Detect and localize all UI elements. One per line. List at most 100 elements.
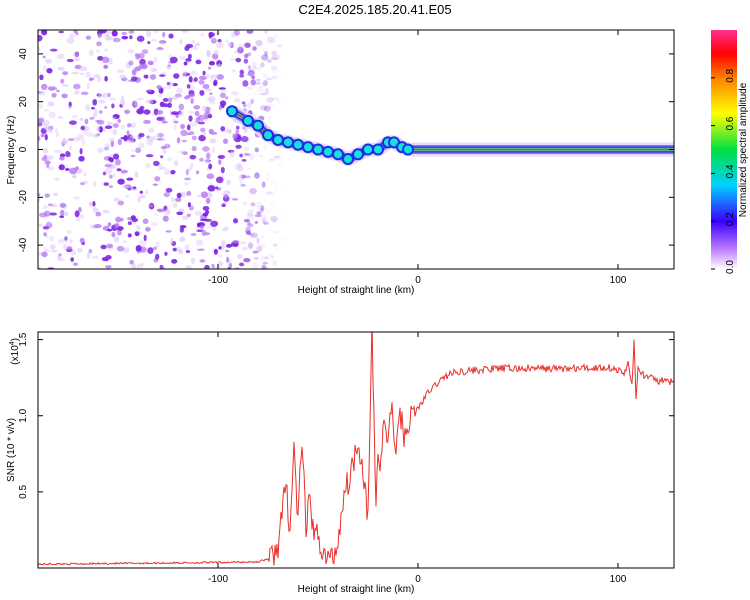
- noise-blob: [98, 110, 103, 114]
- noise-blob: [107, 30, 112, 34]
- noise-blob: [206, 49, 211, 57]
- noise-blob: [126, 123, 132, 128]
- noise-blob: [176, 87, 183, 94]
- noise-blob: [234, 50, 239, 54]
- noise-blob: [135, 147, 142, 154]
- noise-blob: [227, 42, 232, 47]
- noise-blob: [61, 84, 70, 87]
- noise-blob: [231, 69, 236, 73]
- noise-blob: [92, 112, 97, 119]
- noise-blob: [92, 133, 100, 138]
- noise-blob: [207, 114, 213, 119]
- noise-blob: [148, 62, 154, 65]
- noise-blob: [241, 159, 247, 162]
- noise-blob: [239, 153, 244, 158]
- noise-blob: [145, 226, 151, 232]
- noise-blob: [219, 92, 227, 99]
- x-tick-label: 0: [415, 275, 421, 286]
- noise-blob: [240, 135, 249, 143]
- noise-blob: [97, 32, 102, 39]
- noise-blob: [195, 116, 200, 124]
- noise-blob: [104, 143, 110, 150]
- noise-blob: [115, 159, 121, 166]
- noise-blob: [202, 131, 206, 137]
- noise-blob: [154, 176, 161, 182]
- noise-blob: [72, 137, 81, 142]
- signal-point: [362, 143, 374, 156]
- noise-blob: [243, 52, 249, 58]
- noise-blob: [97, 147, 104, 153]
- noise-blob: [121, 95, 125, 101]
- noise-blob: [70, 257, 75, 262]
- noise-blob: [126, 177, 134, 181]
- noise-blob: [267, 116, 272, 121]
- noise-blob: [184, 244, 190, 250]
- noise-blob: [116, 69, 125, 74]
- noise-blob: [196, 194, 201, 198]
- noise-blob: [266, 77, 273, 81]
- noise-blob: [134, 66, 142, 72]
- noise-blob: [156, 47, 164, 51]
- noise-blob: [80, 72, 85, 76]
- spectrogram-y-axis-label: Frequency (Hz): [6, 116, 17, 185]
- noise-blob: [208, 61, 215, 66]
- noise-blob: [143, 109, 151, 115]
- noise-blob: [137, 53, 145, 59]
- noise-blob: [222, 138, 229, 145]
- noise-blob: [208, 31, 213, 39]
- noise-blob: [51, 87, 58, 90]
- noise-blob: [243, 53, 249, 59]
- noise-blob: [39, 74, 44, 81]
- noise-blob: [76, 169, 82, 175]
- noise-blob: [268, 201, 276, 207]
- noise-blob: [221, 203, 226, 208]
- signal-point: [322, 145, 334, 158]
- snr-panel: -100 0 100 0.5 1.0 1.5 Height of straight lin…: [6, 331, 675, 595]
- noise-blob: [162, 215, 169, 222]
- noise-blob: [143, 74, 149, 79]
- noise-blob: [188, 131, 195, 136]
- noise-blob: [248, 242, 254, 249]
- noise-blob: [38, 117, 45, 124]
- noise-blob: [151, 222, 159, 226]
- x-tick-label: 100: [610, 574, 627, 585]
- noise-blob: [130, 122, 137, 129]
- noise-blob: [187, 167, 193, 172]
- noise-blob: [270, 57, 278, 61]
- noise-blob: [155, 241, 160, 245]
- noise-blob: [167, 97, 173, 103]
- noise-blob: [271, 75, 278, 80]
- noise-blob: [246, 86, 254, 90]
- signal-point: [252, 119, 264, 132]
- noise-blob: [61, 93, 68, 99]
- noise-blob: [89, 49, 94, 57]
- noise-blob: [57, 53, 65, 60]
- noise-blob: [277, 44, 284, 49]
- noise-blob: [180, 129, 188, 137]
- noise-blob: [201, 229, 207, 236]
- noise-blob: [134, 231, 140, 237]
- noise-blob: [208, 163, 213, 170]
- noise-blob: [55, 131, 59, 138]
- noise-blob: [209, 92, 213, 95]
- spectrogram-image: [38, 30, 674, 269]
- noise-blob: [191, 145, 197, 152]
- noise-blob: [122, 240, 128, 244]
- noise-blob: [238, 174, 245, 181]
- noise-blob: [202, 212, 209, 217]
- noise-blob: [204, 264, 210, 269]
- noise-blob: [154, 213, 158, 217]
- noise-blob: [215, 176, 224, 184]
- noise-blob: [267, 59, 272, 63]
- noise-blob: [239, 73, 245, 78]
- noise-blob: [185, 265, 192, 269]
- noise-blob: [270, 65, 278, 71]
- noise-blob: [54, 177, 60, 182]
- noise-blob: [126, 139, 135, 144]
- noise-blob: [169, 81, 174, 87]
- noise-blob: [239, 69, 245, 75]
- noise-blob: [211, 146, 216, 154]
- noise-blob: [260, 62, 265, 68]
- noise-blob: [186, 190, 192, 196]
- noise-blob: [189, 154, 197, 160]
